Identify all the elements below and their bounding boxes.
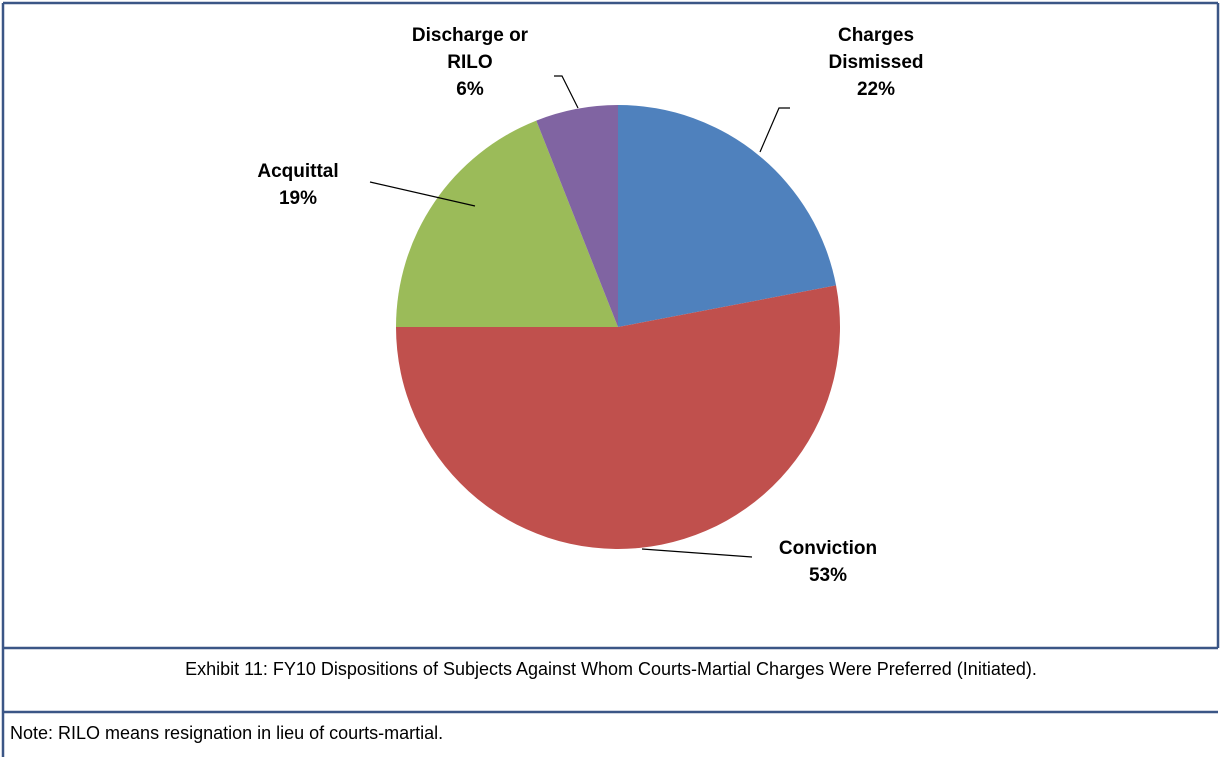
pie-label: Discharge or RILO 6%	[400, 22, 540, 103]
category-label: Discharge or RILO	[411, 25, 529, 73]
pie-label: Conviction 53%	[753, 535, 903, 589]
category-label: Acquittal	[257, 161, 339, 182]
pie-slice	[536, 105, 618, 327]
value-label: 22%	[856, 79, 896, 100]
leader-line	[641, 548, 753, 558]
pie	[396, 105, 840, 549]
value-label: 6%	[456, 79, 484, 100]
note: Note: RILO means resignation in lieu of …	[10, 723, 444, 743]
pie-label: Acquittal 19%	[238, 158, 358, 212]
pie-slice	[396, 285, 840, 549]
caption: Exhibit 11: FY10 Dispositions of Subject…	[185, 659, 1037, 679]
leader-line	[554, 75, 579, 109]
leader-line	[369, 181, 476, 207]
category-label: Conviction	[778, 538, 878, 559]
pie-label: Charges Dismissed 22%	[801, 22, 951, 103]
pie-slice	[618, 105, 837, 327]
value-label: 53%	[808, 565, 848, 586]
leader-line	[759, 107, 790, 153]
leader-lines	[369, 75, 790, 558]
category-label: Charges Dismissed	[828, 25, 924, 73]
value-label: 19%	[278, 188, 318, 209]
pie-slice	[396, 120, 618, 327]
